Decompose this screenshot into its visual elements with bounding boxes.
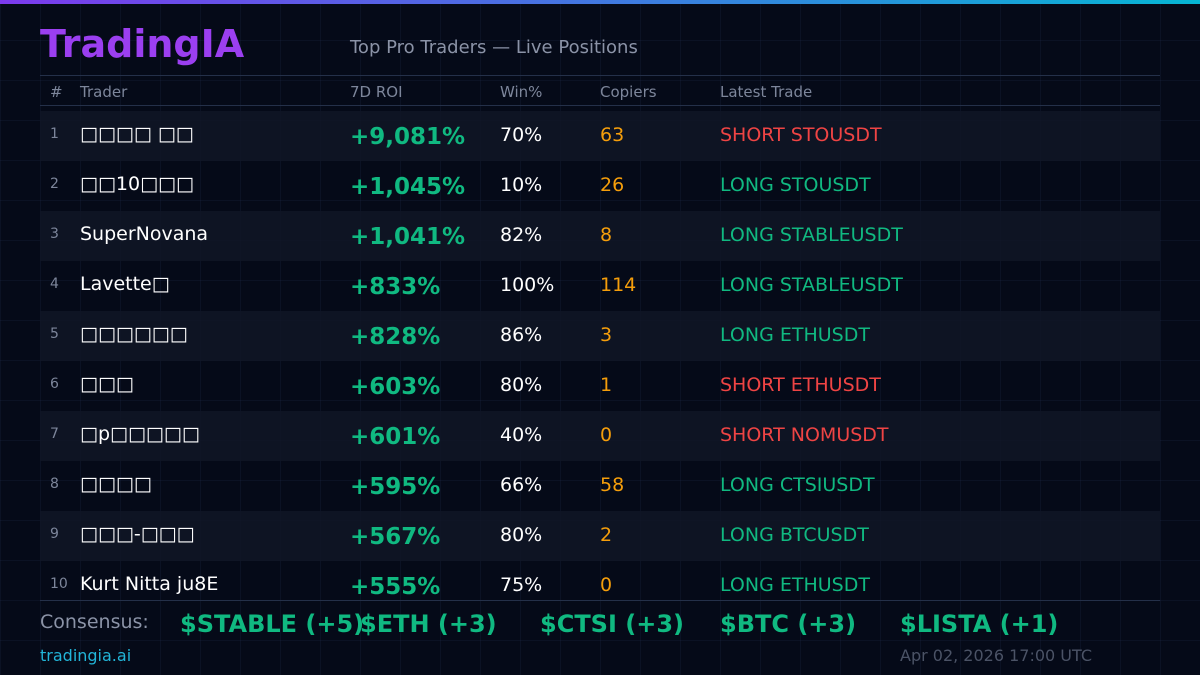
rank: 5 bbox=[50, 326, 59, 342]
latest-trade: LONG ETHUSDT bbox=[720, 324, 870, 346]
rank: 7 bbox=[50, 426, 59, 442]
column-header: Latest Trade bbox=[720, 83, 813, 101]
roi: +1,045% bbox=[350, 174, 466, 200]
win-rate: 80% bbox=[500, 374, 543, 396]
trader-name: SuperNovana bbox=[80, 223, 209, 245]
latest-trade: LONG BTCUSDT bbox=[720, 524, 869, 546]
win-rate: 66% bbox=[500, 474, 543, 496]
column-header: Copiers bbox=[600, 83, 657, 101]
win-rate: 70% bbox=[500, 124, 543, 146]
latest-trade: SHORT ETHUSDT bbox=[720, 374, 881, 396]
roi: +833% bbox=[350, 274, 441, 300]
table-row[interactable] bbox=[40, 211, 1160, 261]
win-rate: 100% bbox=[500, 274, 555, 296]
win-rate: 10% bbox=[500, 174, 543, 196]
latest-trade: LONG STOUSDT bbox=[720, 174, 871, 196]
consensus-token: $CTSI (+3) bbox=[540, 610, 684, 638]
trader-name: Kurt Nitta ju8E bbox=[80, 573, 219, 595]
rank: 9 bbox=[50, 526, 59, 542]
roi: +601% bbox=[350, 424, 441, 450]
latest-trade: LONG STABLEUSDT bbox=[720, 224, 903, 246]
accent-bar bbox=[0, 0, 1200, 4]
consensus-token: $BTC (+3) bbox=[720, 610, 857, 638]
subtitle: Top Pro Traders — Live Positions bbox=[350, 37, 638, 58]
copiers: 63 bbox=[600, 124, 625, 146]
rank: 2 bbox=[50, 176, 59, 192]
consensus-token: $STABLE (+5) bbox=[180, 610, 365, 638]
latest-trade: LONG STABLEUSDT bbox=[720, 274, 903, 296]
column-header: # bbox=[50, 83, 63, 101]
latest-trade: LONG CTSIUSDT bbox=[720, 474, 875, 496]
rank: 4 bbox=[50, 276, 59, 292]
copiers: 3 bbox=[600, 324, 613, 346]
win-rate: 82% bbox=[500, 224, 543, 246]
copiers: 2 bbox=[600, 524, 613, 546]
roi: +603% bbox=[350, 374, 441, 400]
trader-name: □□□□ □□ bbox=[80, 123, 194, 145]
roi: +567% bbox=[350, 524, 441, 550]
win-rate: 40% bbox=[500, 424, 543, 446]
brand: TradingIA bbox=[40, 22, 245, 66]
win-rate: 80% bbox=[500, 524, 543, 546]
win-rate: 75% bbox=[500, 574, 543, 596]
timestamp: Apr 02, 2026 17:00 UTC bbox=[900, 646, 1093, 665]
column-header: 7D ROI bbox=[350, 83, 403, 101]
roi: +1,041% bbox=[350, 224, 466, 250]
table-row[interactable] bbox=[40, 411, 1160, 461]
copiers: 1 bbox=[600, 374, 613, 396]
site-link[interactable]: tradingia.ai bbox=[40, 646, 132, 665]
rank: 3 bbox=[50, 226, 59, 242]
column-header: Win% bbox=[500, 83, 543, 101]
divider bbox=[40, 75, 1160, 76]
copiers: 0 bbox=[600, 574, 613, 596]
latest-trade: LONG ETHUSDT bbox=[720, 574, 870, 596]
win-rate: 86% bbox=[500, 324, 543, 346]
rank: 10 bbox=[50, 576, 68, 592]
latest-trade: SHORT STOUSDT bbox=[720, 124, 882, 146]
latest-trade: SHORT NOMUSDT bbox=[720, 424, 889, 446]
consensus-label: Consensus: bbox=[40, 611, 149, 633]
trader-name: □p□□□□□ bbox=[80, 423, 200, 445]
trader-name: □□10□□□ bbox=[80, 173, 194, 195]
copiers: 26 bbox=[600, 174, 625, 196]
consensus-token: $ETH (+3) bbox=[360, 610, 497, 638]
copiers: 0 bbox=[600, 424, 613, 446]
trader-name: □□□□□□ bbox=[80, 323, 188, 345]
table-row[interactable] bbox=[40, 511, 1160, 561]
consensus-token: $LISTA (+1) bbox=[900, 610, 1059, 638]
table-row[interactable] bbox=[40, 111, 1160, 161]
copiers: 58 bbox=[600, 474, 625, 496]
table-row[interactable] bbox=[40, 311, 1160, 361]
trader-name: Lavette□ bbox=[80, 273, 170, 295]
rank: 6 bbox=[50, 376, 59, 392]
trader-name: □□□ bbox=[80, 373, 134, 395]
copiers: 114 bbox=[600, 274, 637, 296]
roi: +828% bbox=[350, 324, 441, 350]
divider bbox=[40, 105, 1160, 106]
roi: +595% bbox=[350, 474, 441, 500]
copiers: 8 bbox=[600, 224, 613, 246]
divider bbox=[40, 600, 1160, 601]
rank: 1 bbox=[50, 126, 59, 142]
trader-name: □□□□ bbox=[80, 473, 152, 495]
roi: +9,081% bbox=[350, 124, 466, 150]
roi: +555% bbox=[350, 574, 441, 600]
trader-name: □□□-□□□ bbox=[80, 523, 195, 545]
rank: 8 bbox=[50, 476, 59, 492]
column-header: Trader bbox=[80, 83, 128, 101]
